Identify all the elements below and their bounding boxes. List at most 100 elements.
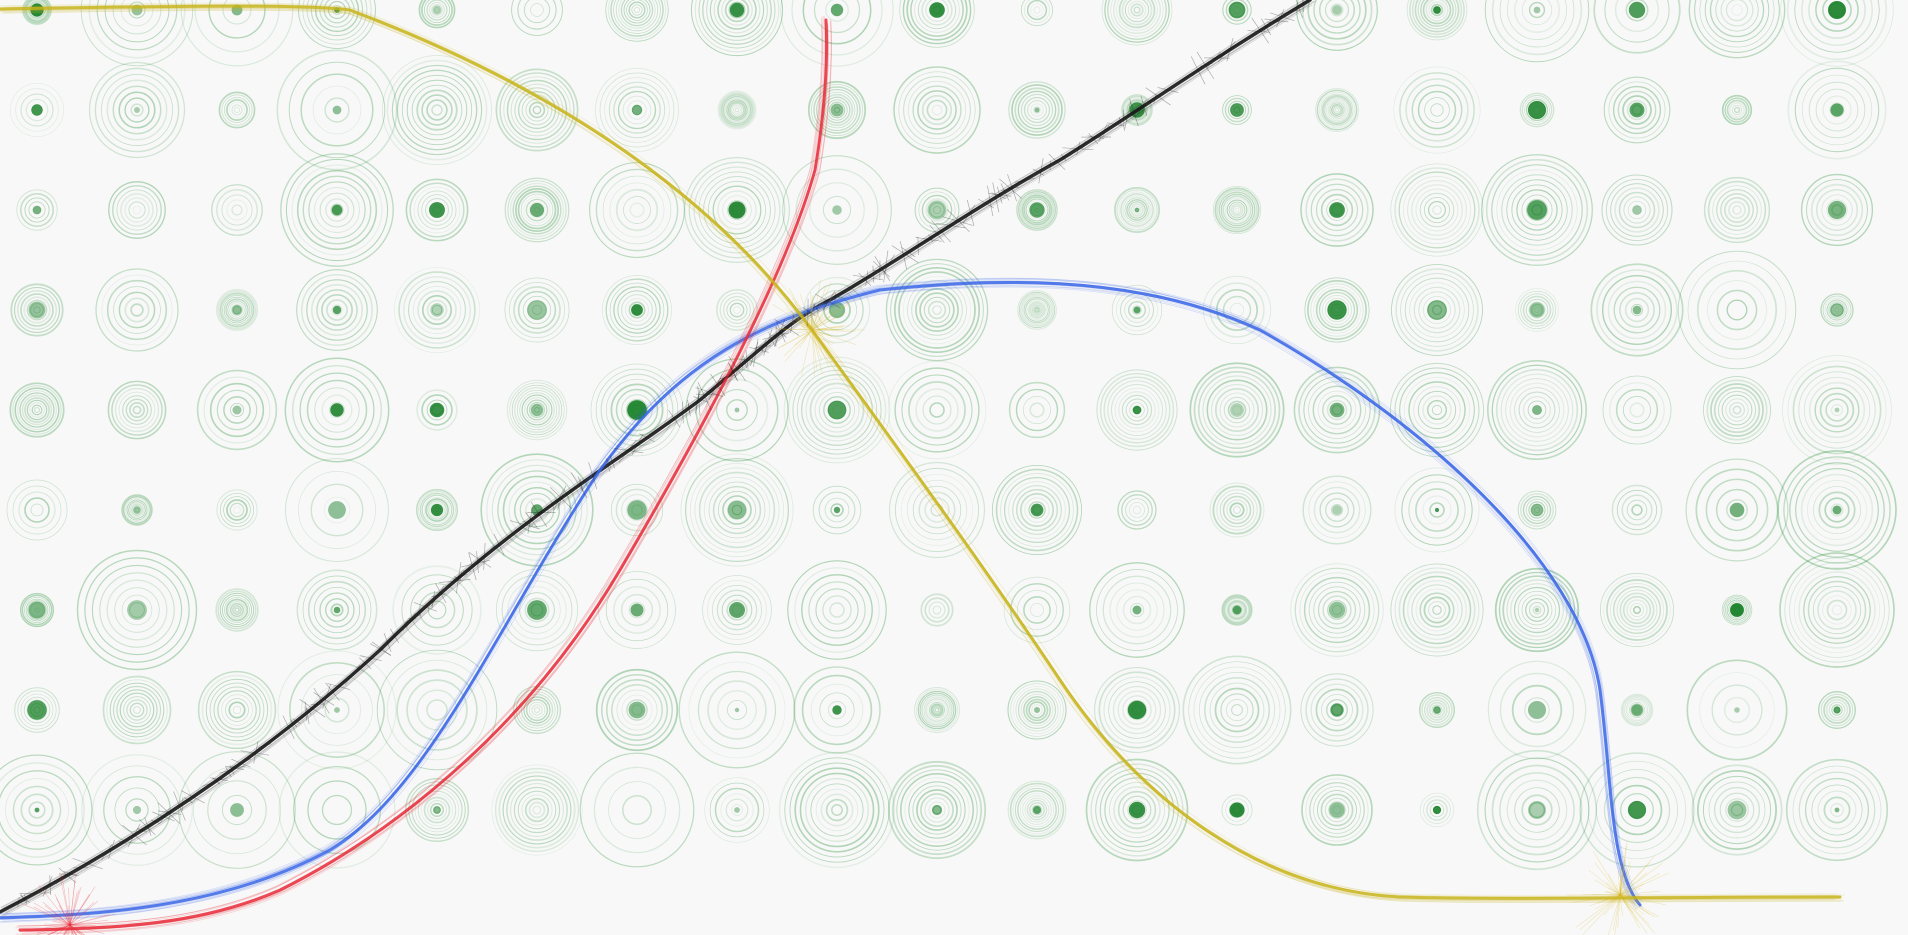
ring: [1491, 164, 1583, 256]
ring: [486, 459, 588, 561]
ring: [1204, 677, 1270, 743]
scribble-stroke: [883, 250, 889, 283]
ring: [727, 700, 747, 720]
ring-core: [1133, 306, 1141, 314]
ring: [1125, 398, 1149, 422]
ring-cluster: [1114, 187, 1160, 233]
ring: [803, 276, 871, 344]
ring: [1615, 388, 1659, 432]
burst-ray: [69, 924, 96, 928]
ring: [796, 369, 878, 451]
ring-cluster: [504, 277, 570, 343]
ring: [1390, 563, 1484, 657]
ring: [0, 770, 77, 850]
ring: [1794, 67, 1880, 153]
ring: [1324, 797, 1350, 823]
scribble-stroke: [108, 839, 115, 859]
ring: [1227, 400, 1247, 420]
scribble-stroke: [58, 867, 77, 884]
scribble-stroke: [430, 585, 445, 607]
ring: [132, 205, 142, 215]
ring-cluster: [1519, 92, 1555, 128]
ring: [1219, 492, 1255, 528]
ring: [1398, 171, 1476, 249]
ring: [620, 293, 654, 327]
ring: [1009, 782, 1065, 838]
ring: [1821, 194, 1853, 226]
ring: [225, 698, 249, 722]
ring: [112, 85, 162, 135]
ring: [523, 196, 551, 224]
scribble-stroke: [327, 683, 350, 690]
ring: [126, 499, 148, 521]
scribble-stroke: [325, 682, 340, 701]
ring: [1819, 392, 1855, 428]
ring: [1016, 589, 1058, 631]
ring: [1031, 304, 1043, 316]
ring: [1629, 402, 1645, 418]
ring: [523, 696, 551, 724]
scribble-stroke: [305, 707, 312, 715]
ring-cluster: [602, 275, 672, 345]
ring: [525, 198, 549, 222]
ring: [10, 283, 64, 337]
scribble-stroke: [1157, 87, 1179, 93]
ring: [722, 195, 752, 225]
ring: [427, 600, 447, 620]
ring-cluster: [887, 360, 987, 460]
scribble-stroke: [1276, 9, 1285, 28]
ring: [1800, 473, 1874, 547]
ring: [1298, 371, 1376, 449]
ring: [525, 498, 549, 522]
ring: [1731, 4, 1743, 16]
ring: [1218, 191, 1256, 229]
burst-ray: [63, 924, 71, 935]
ring: [94, 67, 180, 153]
ring-cluster: [1222, 0, 1252, 25]
burst-ray: [1619, 862, 1663, 896]
burst-ray: [55, 897, 71, 926]
burst-ray: [811, 329, 822, 336]
ring-cluster: [1406, 0, 1468, 41]
ring: [1783, 456, 1891, 564]
ring: [20, 793, 54, 827]
ring: [215, 188, 259, 232]
ring: [1313, 486, 1361, 534]
ring-cluster: [216, 489, 258, 531]
ring: [705, 0, 769, 42]
ring: [418, 0, 456, 29]
ring: [426, 299, 448, 321]
scribble-stroke: [231, 758, 251, 768]
ring: [1794, 0, 1880, 53]
ring: [791, 0, 883, 56]
ring-core: [1132, 605, 1142, 615]
ring-core: [1727, 800, 1747, 820]
ring: [727, 200, 747, 220]
ring: [217, 290, 257, 330]
ring-cluster: [1213, 186, 1262, 235]
ring: [721, 0, 753, 26]
ring: [417, 490, 457, 530]
ring: [514, 487, 560, 533]
ring: [1310, 183, 1364, 237]
ring: [620, 593, 654, 627]
ring: [1707, 280, 1767, 340]
ring: [1321, 694, 1353, 726]
ring: [280, 153, 394, 267]
ring: [1012, 485, 1062, 535]
ring: [1793, 566, 1881, 654]
burst-ray: [1615, 884, 1621, 896]
ring: [914, 0, 960, 33]
ring-core: [1433, 6, 1441, 14]
ring: [733, 106, 741, 114]
ring: [698, 0, 776, 49]
ring-core: [931, 804, 943, 816]
ring: [923, 696, 951, 724]
ring: [814, 387, 860, 433]
ring: [1711, 684, 1763, 736]
ring: [1822, 595, 1852, 625]
ring: [1605, 178, 1669, 242]
ring: [124, 297, 150, 323]
ring-cluster: [783, 356, 891, 464]
scribble-stroke: [389, 628, 400, 643]
